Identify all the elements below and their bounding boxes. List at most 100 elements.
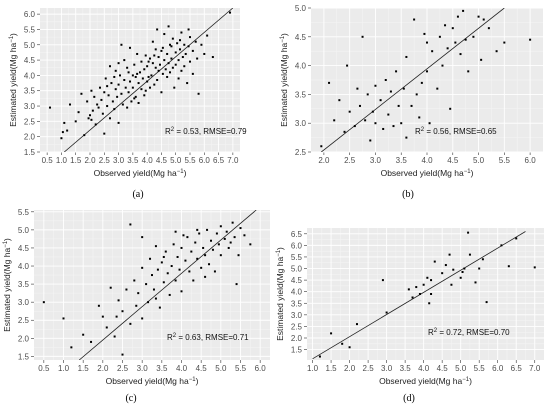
data-point	[130, 100, 133, 103]
x-tick-label: 3.5	[396, 156, 408, 165]
panel-c: 0.5 1.0 1.5 2.0 2.5 3.0 3.5 4.0 4.5 5.0 5.5 6.0 1.5 2…	[2, 208, 270, 404]
x-axis-label: Observed yield(Mg ha−1)	[94, 168, 187, 178]
data-point	[348, 110, 351, 113]
data-point	[74, 120, 77, 123]
data-point	[348, 346, 351, 349]
data-point	[191, 49, 194, 52]
annotation-r-superscript: 2	[171, 127, 175, 133]
data-point	[420, 81, 423, 84]
data-point	[397, 104, 400, 107]
data-point	[90, 340, 93, 343]
data-point	[156, 79, 159, 81]
data-point	[217, 243, 220, 246]
data-point	[170, 57, 173, 60]
data-point	[452, 268, 455, 271]
x-tick-label: 0.5	[42, 156, 54, 165]
y-tick-label: 5.0	[291, 265, 303, 274]
data-point	[97, 106, 100, 109]
data-point	[206, 34, 209, 37]
annotation-values: = 0.63, RMSE=0.71	[176, 333, 249, 342]
data-point	[110, 82, 113, 85]
data-point	[422, 283, 425, 286]
annotation-values: = 0.53, RMSE=0.79	[174, 127, 247, 136]
y-tick-label: 3.0	[295, 119, 307, 128]
annotation-r: R	[165, 127, 171, 136]
y-tick-label: 3.5	[295, 90, 307, 99]
x-tick-label: 1.0	[56, 156, 68, 165]
x-tick-label: 6.5	[213, 156, 225, 165]
data-point	[156, 268, 159, 271]
data-point	[120, 92, 123, 95]
data-point	[123, 79, 126, 81]
data-point	[157, 69, 160, 72]
data-point	[225, 230, 228, 233]
x-tick-label: 4.5	[447, 156, 459, 165]
annotation-r: R	[428, 328, 434, 337]
data-point	[131, 86, 134, 89]
data-point	[411, 296, 414, 299]
data-point	[147, 75, 150, 78]
stats-annotation: R2 = 0.53, RMSE=0.79	[165, 127, 247, 136]
data-point	[140, 60, 143, 63]
y-axis-label-close: )	[8, 33, 18, 36]
data-point	[109, 286, 112, 289]
y-tick-label: 2.5	[291, 322, 303, 331]
data-point	[62, 317, 65, 320]
x-tick-label: 4.5	[437, 364, 449, 373]
data-point	[140, 88, 143, 91]
y-tick-label: 5.0	[18, 226, 30, 235]
x-tick-label: 1.0	[307, 364, 319, 373]
y-tick-label: 3.5	[24, 87, 36, 96]
data-point	[137, 292, 140, 295]
data-point	[117, 62, 120, 65]
y-axis-label: Estimated yield(Mg ha−1)	[279, 33, 289, 127]
data-point	[450, 283, 453, 286]
data-point	[154, 245, 157, 248]
data-point	[151, 274, 153, 277]
x-tick-label: 3.0	[381, 364, 393, 373]
data-point	[187, 28, 190, 31]
data-point	[149, 257, 152, 260]
data-point	[441, 272, 444, 275]
x-axis-label: Observed yield(Mg ha−1)	[379, 376, 472, 386]
annotation-values: = 0.56, RMSE=0.65	[424, 127, 497, 136]
data-point	[125, 288, 128, 291]
data-point	[371, 110, 374, 113]
data-point	[180, 246, 183, 249]
data-point	[219, 254, 222, 257]
data-point	[341, 342, 344, 345]
y-tick-label: 3.0	[24, 102, 36, 111]
data-point	[171, 37, 174, 40]
x-tick-label: 2.5	[363, 364, 375, 373]
data-point	[235, 283, 238, 286]
data-point	[99, 86, 101, 89]
data-point	[189, 36, 191, 39]
y-tick-label: 1.5	[291, 346, 303, 355]
data-point	[137, 101, 140, 104]
data-point	[114, 69, 117, 72]
data-point	[464, 38, 467, 41]
data-point	[180, 31, 183, 34]
data-point	[80, 92, 83, 95]
data-point	[495, 50, 498, 53]
data-point	[515, 237, 518, 240]
x-tick-label: 3.5	[400, 364, 412, 373]
data-point	[478, 267, 481, 270]
data-point	[141, 236, 144, 239]
data-point	[361, 35, 364, 38]
data-point	[369, 139, 372, 142]
data-point	[183, 65, 186, 68]
data-point	[107, 94, 110, 97]
x-axis-label-superscript: −1	[464, 169, 472, 175]
data-point	[204, 275, 207, 278]
data-point	[154, 48, 157, 51]
panel-a: 0.5 1.0 1.5 2.0 2.5 3.0 3.5 4.0 4.5 5.0 5.5 6.0 6.5 7…	[8, 8, 247, 200]
data-point	[171, 66, 174, 69]
stats-annotation: R2 = 0.56, RMSE=0.65	[415, 127, 497, 136]
data-point	[163, 33, 166, 36]
data-point	[231, 221, 234, 224]
y-tick-label: 4.0	[295, 62, 307, 71]
data-point	[333, 119, 336, 122]
data-point	[468, 253, 471, 256]
data-point	[410, 104, 413, 107]
